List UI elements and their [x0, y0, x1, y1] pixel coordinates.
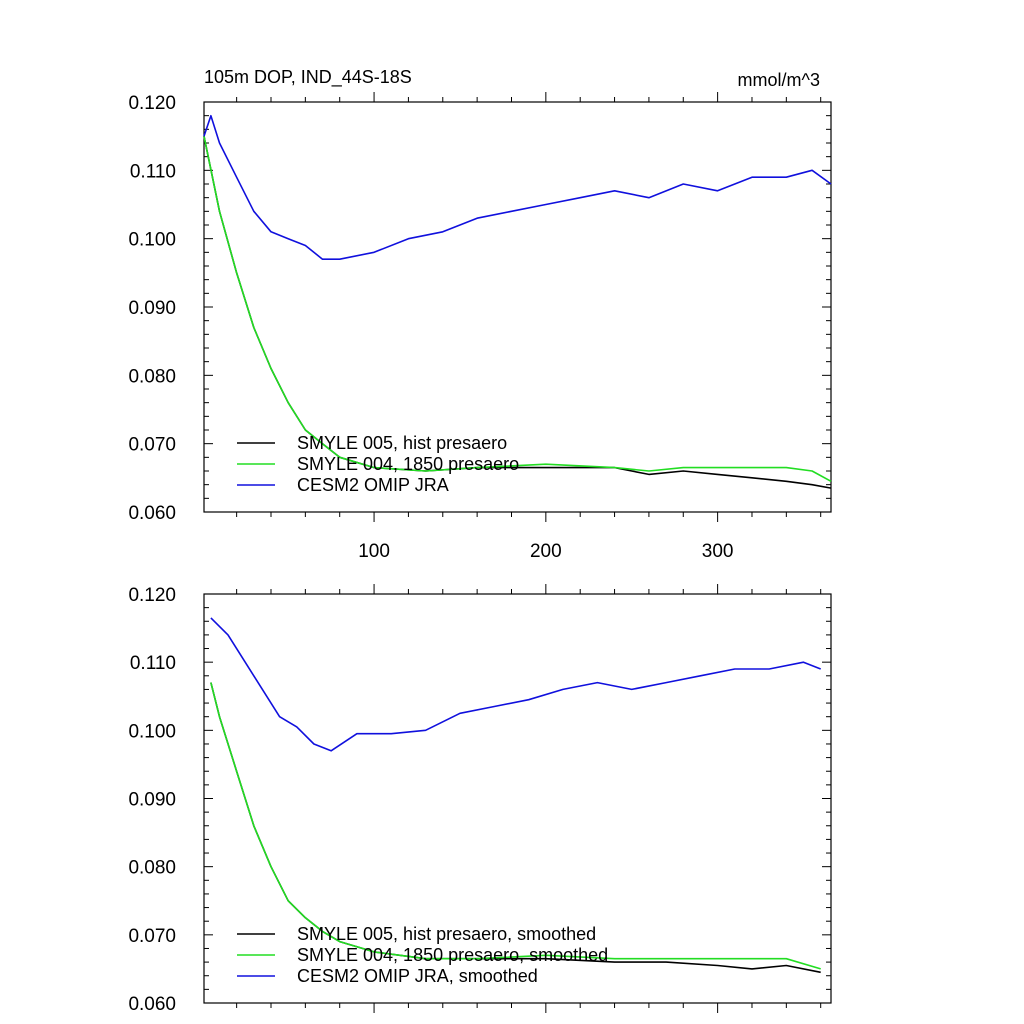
y-tick-label: 0.090: [128, 298, 176, 319]
y-tick-label: 0.120: [128, 93, 176, 114]
y-tick-label: 0.060: [128, 503, 176, 524]
legend-label-2: CESM2 OMIP JRA: [297, 475, 449, 495]
chart-title: 105m DOP, IND_44S-18S: [204, 67, 412, 88]
series-line-2: [203, 114, 832, 260]
y-tick-label: 0.070: [128, 435, 176, 456]
series-line-2: [210, 617, 821, 752]
x-tick-label: 100: [358, 541, 390, 562]
legend-label-2: CESM2 OMIP JRA, smoothed: [297, 966, 538, 986]
y-tick-label: 0.120: [128, 585, 176, 606]
y-tick-label: 0.110: [130, 653, 176, 674]
units-label: mmol/m^3: [738, 70, 820, 90]
y-tick-label: 0.080: [128, 858, 176, 879]
x-tick-label: 200: [530, 541, 562, 562]
legend-label-1: SMYLE 004, 1850 presaero, smoothed: [297, 945, 608, 965]
y-tick-label: 0.100: [128, 230, 176, 251]
y-tick-label: 0.060: [128, 994, 176, 1015]
chart-panel-top: 105m DOP, IND_44S-18S mmol/m^3 0.060 0.07…: [128, 67, 832, 562]
legend-label-1: SMYLE 004, 1850 presaero: [297, 454, 519, 474]
legend-label-0: SMYLE 005, hist presaero, smoothed: [297, 924, 596, 944]
x-tick-label: 300: [702, 541, 734, 562]
legend-label-0: SMYLE 005, hist presaero: [297, 433, 507, 453]
y-tick-label: 0.090: [128, 790, 176, 811]
y-tick-label: 0.100: [128, 721, 176, 742]
y-tick-label: 0.070: [128, 926, 176, 947]
series-line-1: [210, 682, 821, 970]
y-tick-label: 0.080: [128, 366, 176, 387]
y-tick-label: 0.110: [130, 161, 176, 182]
chart-panel-bottom: 0.060 0.070 0.080 0.090 0.100 0.110 0.120 SMYL…: [128, 584, 832, 1015]
series-line-1: [203, 136, 832, 483]
